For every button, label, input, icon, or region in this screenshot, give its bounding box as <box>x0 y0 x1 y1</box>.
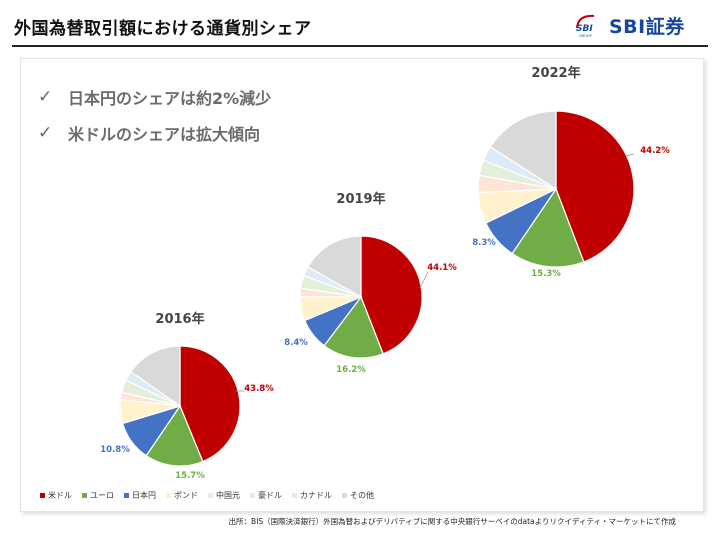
pie-slice <box>145 404 204 467</box>
sbi-group-logo-icon: SBI GROUP <box>576 14 595 38</box>
legend-item: ポンド <box>166 490 198 501</box>
legend-label: ユーロ <box>90 491 114 500</box>
legend-label: その他 <box>350 491 374 500</box>
legend-label: 米ドル <box>48 491 72 500</box>
chart-legend: 米ドル ユーロ 日本円 ポンド 中国元 豪ドル カナドル その他 <box>40 490 374 501</box>
legend-item: 日本円 <box>124 490 156 501</box>
title-divider <box>12 45 708 47</box>
legend-swatch <box>342 493 347 498</box>
legend-item: カナドル <box>292 490 332 501</box>
source-note: 出所：BIS（国際決済銀行）外国為替およびデリバティブに関する中央銀行サーベイの… <box>228 517 676 526</box>
brand-logo: SBI GROUP SBI証券 <box>574 10 702 40</box>
legend-label: 中国元 <box>216 491 240 500</box>
pie-chart: 2022年 44.2% 15.3% 8.3% <box>472 65 670 279</box>
leader-line <box>625 153 635 157</box>
legend-item: 中国元 <box>208 490 240 501</box>
legend-item: 豪ドル <box>250 490 282 501</box>
legend-swatch <box>82 493 87 498</box>
legend-label: 日本円 <box>132 491 156 500</box>
legend-label: ポンド <box>174 491 198 500</box>
svg-text:SBI: SBI <box>576 24 593 34</box>
page-title: 外国為替取引額における通貨別シェア <box>14 19 312 39</box>
key-points: ✓ 日本円のシェアは約2%減少 ✓ 米ドルのシェアは拡大傾向 <box>38 84 271 156</box>
pie-slice <box>323 295 384 359</box>
check-icon: ✓ <box>38 123 53 143</box>
pie-chart: 2019年 44.1% 16.2% 8.4% <box>284 191 457 375</box>
data-label: 10.8% <box>100 445 130 455</box>
legend-swatch <box>40 493 45 498</box>
svg-text:GROUP: GROUP <box>579 34 592 38</box>
key-point: ✓ 米ドルのシェアは拡大傾向 <box>38 120 271 146</box>
legend-swatch <box>208 493 213 498</box>
check-icon: ✓ <box>38 87 53 107</box>
data-label: 8.4% <box>284 338 308 348</box>
data-label: 43.8% <box>244 384 274 394</box>
chart-title: 2019年 <box>336 191 385 207</box>
pie-slice <box>129 345 181 408</box>
pie-slice <box>179 345 241 463</box>
data-label: 8.3% <box>472 238 496 248</box>
legend-swatch <box>250 493 255 498</box>
data-label: 15.3% <box>531 269 561 279</box>
data-label: 44.1% <box>427 263 457 273</box>
legend-swatch <box>166 493 171 498</box>
data-label: 16.2% <box>336 365 366 375</box>
pie-slice <box>511 187 585 268</box>
legend-item: ユーロ <box>82 490 114 501</box>
pie-slice <box>555 110 635 263</box>
chart-title: 2022年 <box>531 65 580 81</box>
legend-swatch <box>124 493 129 498</box>
key-point: ✓ 日本円のシェアは約2%減少 <box>38 84 271 110</box>
pie-chart: 2016年 43.8% 15.7% 10.8% <box>100 311 274 481</box>
legend-swatch <box>292 493 297 498</box>
key-point-text: 米ドルのシェアは拡大傾向 <box>68 125 261 144</box>
pie-slice <box>489 110 557 191</box>
legend-item: 米ドル <box>40 490 72 501</box>
legend-item: その他 <box>342 490 374 501</box>
data-label: 15.7% <box>175 471 205 481</box>
leader-line <box>419 271 429 289</box>
data-label: 44.2% <box>640 146 670 156</box>
key-point-text: 日本円のシェアは約2%減少 <box>68 89 272 108</box>
pie-slice <box>307 235 362 299</box>
legend-label: カナドル <box>300 491 332 500</box>
brand-name: SBI証券 <box>609 15 685 38</box>
chart-title: 2016年 <box>155 311 204 327</box>
legend-label: 豪ドル <box>258 491 282 500</box>
